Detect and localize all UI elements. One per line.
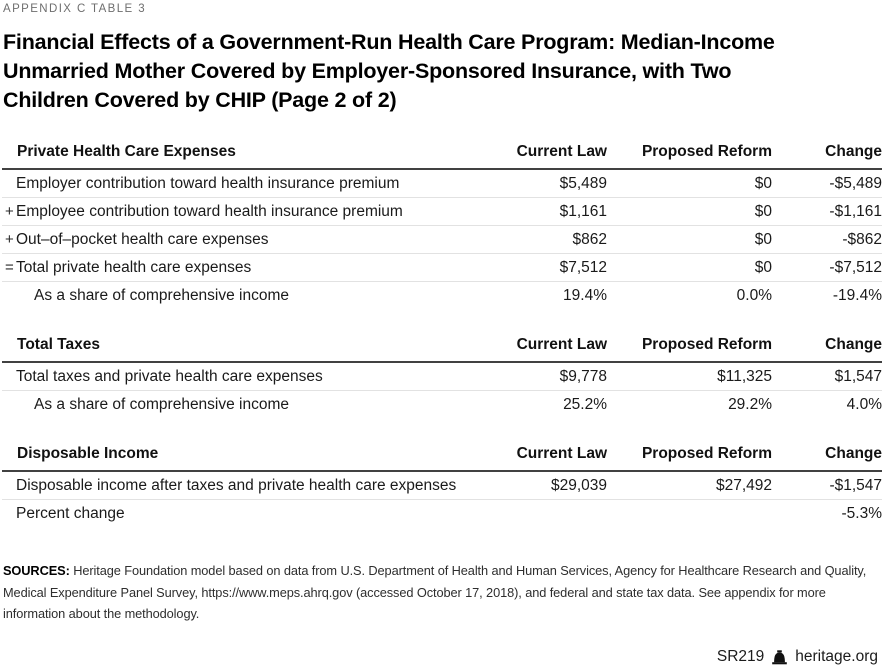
table-row: Employer contribution toward health insu… (2, 169, 882, 198)
table-header-row: Private Health Care Expenses Current Law… (2, 143, 882, 170)
appendix-label: APPENDIX C TABLE 3 (3, 3, 147, 15)
page-title: Financial Effects of a Government-Run He… (3, 30, 775, 112)
value-current-law: $7,512 (462, 253, 607, 282)
value-current-law: $1,161 (462, 197, 607, 226)
sources-label: SOURCES: (3, 563, 70, 578)
value-change: -$5,489 (829, 175, 882, 192)
column-header-current-law: Current Law (462, 445, 608, 472)
column-header-current-law: Current Law (462, 336, 608, 363)
sources-text: Heritage Foundation model based on data … (3, 563, 867, 621)
row-label: Out–of–pocket health care expenses (16, 225, 462, 254)
column-header-proposed-reform: Proposed Reform (607, 143, 772, 170)
value-change: -$1,161 (772, 197, 882, 226)
value-change: -$7,512 (772, 253, 882, 282)
value-change: -19.4% (772, 281, 882, 309)
table-section-title: Total Taxes (2, 336, 463, 363)
page-footer: SR219 heritage.org (717, 648, 878, 666)
table-row: As a share of comprehensive income 19.4%… (2, 281, 882, 309)
row-label: Disposable income after taxes and privat… (16, 477, 457, 494)
private-expenses-table: Private Health Care Expenses Current Law… (2, 143, 882, 309)
value-current-law (462, 499, 608, 527)
row-prefix: = (2, 253, 16, 282)
value-proposed-reform: $27,492 (715, 477, 773, 494)
row-prefix (2, 499, 16, 527)
value-proposed-reform: $0 (607, 225, 772, 254)
row-prefix (2, 281, 16, 309)
row-prefix (2, 362, 16, 391)
disposable-income-table: Disposable Income Current Law Proposed R… (2, 445, 883, 527)
value-change: $1,547 (834, 368, 883, 385)
table-section-title: Private Health Care Expenses (2, 143, 462, 170)
value-current-law: 25.2% (462, 390, 608, 418)
value-proposed-reform: $0 (754, 175, 772, 192)
row-label: Total private health care expenses (16, 253, 462, 282)
table-row: Disposable income after taxes and privat… (2, 471, 882, 500)
total-taxes-table: Total Taxes Current Law Proposed Reform … (2, 336, 883, 418)
column-header-current-law: Current Law (462, 143, 607, 170)
value-change: 4.0% (772, 390, 883, 418)
value-proposed-reform: 29.2% (607, 390, 773, 418)
value-change: -$862 (772, 225, 882, 254)
value-proposed-reform: $0 (607, 197, 772, 226)
value-current-law: $5,489 (559, 175, 607, 192)
value-proposed-reform: $0 (607, 253, 772, 282)
row-label: As a share of comprehensive income (16, 390, 463, 418)
heritage-bell-icon (771, 649, 788, 665)
table-row: = Total private health care expenses $7,… (2, 253, 882, 282)
table-header-row: Total Taxes Current Law Proposed Reform … (2, 336, 883, 363)
column-header-proposed-reform: Proposed Reform (607, 336, 773, 363)
row-label: Employee contribution toward health insu… (16, 197, 462, 226)
value-current-law: 19.4% (462, 281, 607, 309)
row-prefix (2, 390, 16, 418)
sources-note: SOURCES: Heritage Foundation model based… (3, 560, 880, 625)
value-current-law: $9,778 (559, 368, 608, 385)
column-header-change: Change (772, 336, 883, 363)
row-label: Percent change (16, 499, 463, 527)
row-label: Employer contribution toward health insu… (16, 175, 400, 192)
row-label: Total taxes and private health care expe… (16, 368, 323, 385)
value-current-law: $29,039 (550, 477, 608, 494)
table-row: As a share of comprehensive income 25.2%… (2, 390, 883, 418)
table-row: Total taxes and private health care expe… (2, 362, 882, 391)
value-proposed-reform: 0.0% (607, 281, 772, 309)
row-prefix: + (2, 197, 16, 226)
value-change: -5.3% (772, 499, 883, 527)
table-row: + Out–of–pocket health care expenses $86… (2, 225, 882, 254)
column-header-change: Change (772, 143, 882, 170)
footer-site: heritage.org (795, 648, 878, 665)
report-id: SR219 (716, 648, 765, 665)
table-row: + Employee contribution toward health in… (2, 197, 882, 226)
column-header-change: Change (772, 445, 883, 472)
value-change: -$1,547 (829, 477, 883, 494)
row-label: As a share of comprehensive income (16, 281, 462, 309)
column-header-proposed-reform: Proposed Reform (607, 445, 773, 472)
value-current-law: $862 (462, 225, 607, 254)
row-prefix: + (2, 225, 16, 254)
row-prefix (2, 169, 16, 198)
table-header-row: Disposable Income Current Law Proposed R… (2, 445, 883, 472)
table-row: Percent change -5.3% (2, 499, 883, 527)
row-prefix (2, 471, 16, 500)
value-proposed-reform: $11,325 (717, 368, 773, 385)
table-section-title: Disposable Income (2, 445, 463, 472)
value-proposed-reform (607, 499, 773, 527)
